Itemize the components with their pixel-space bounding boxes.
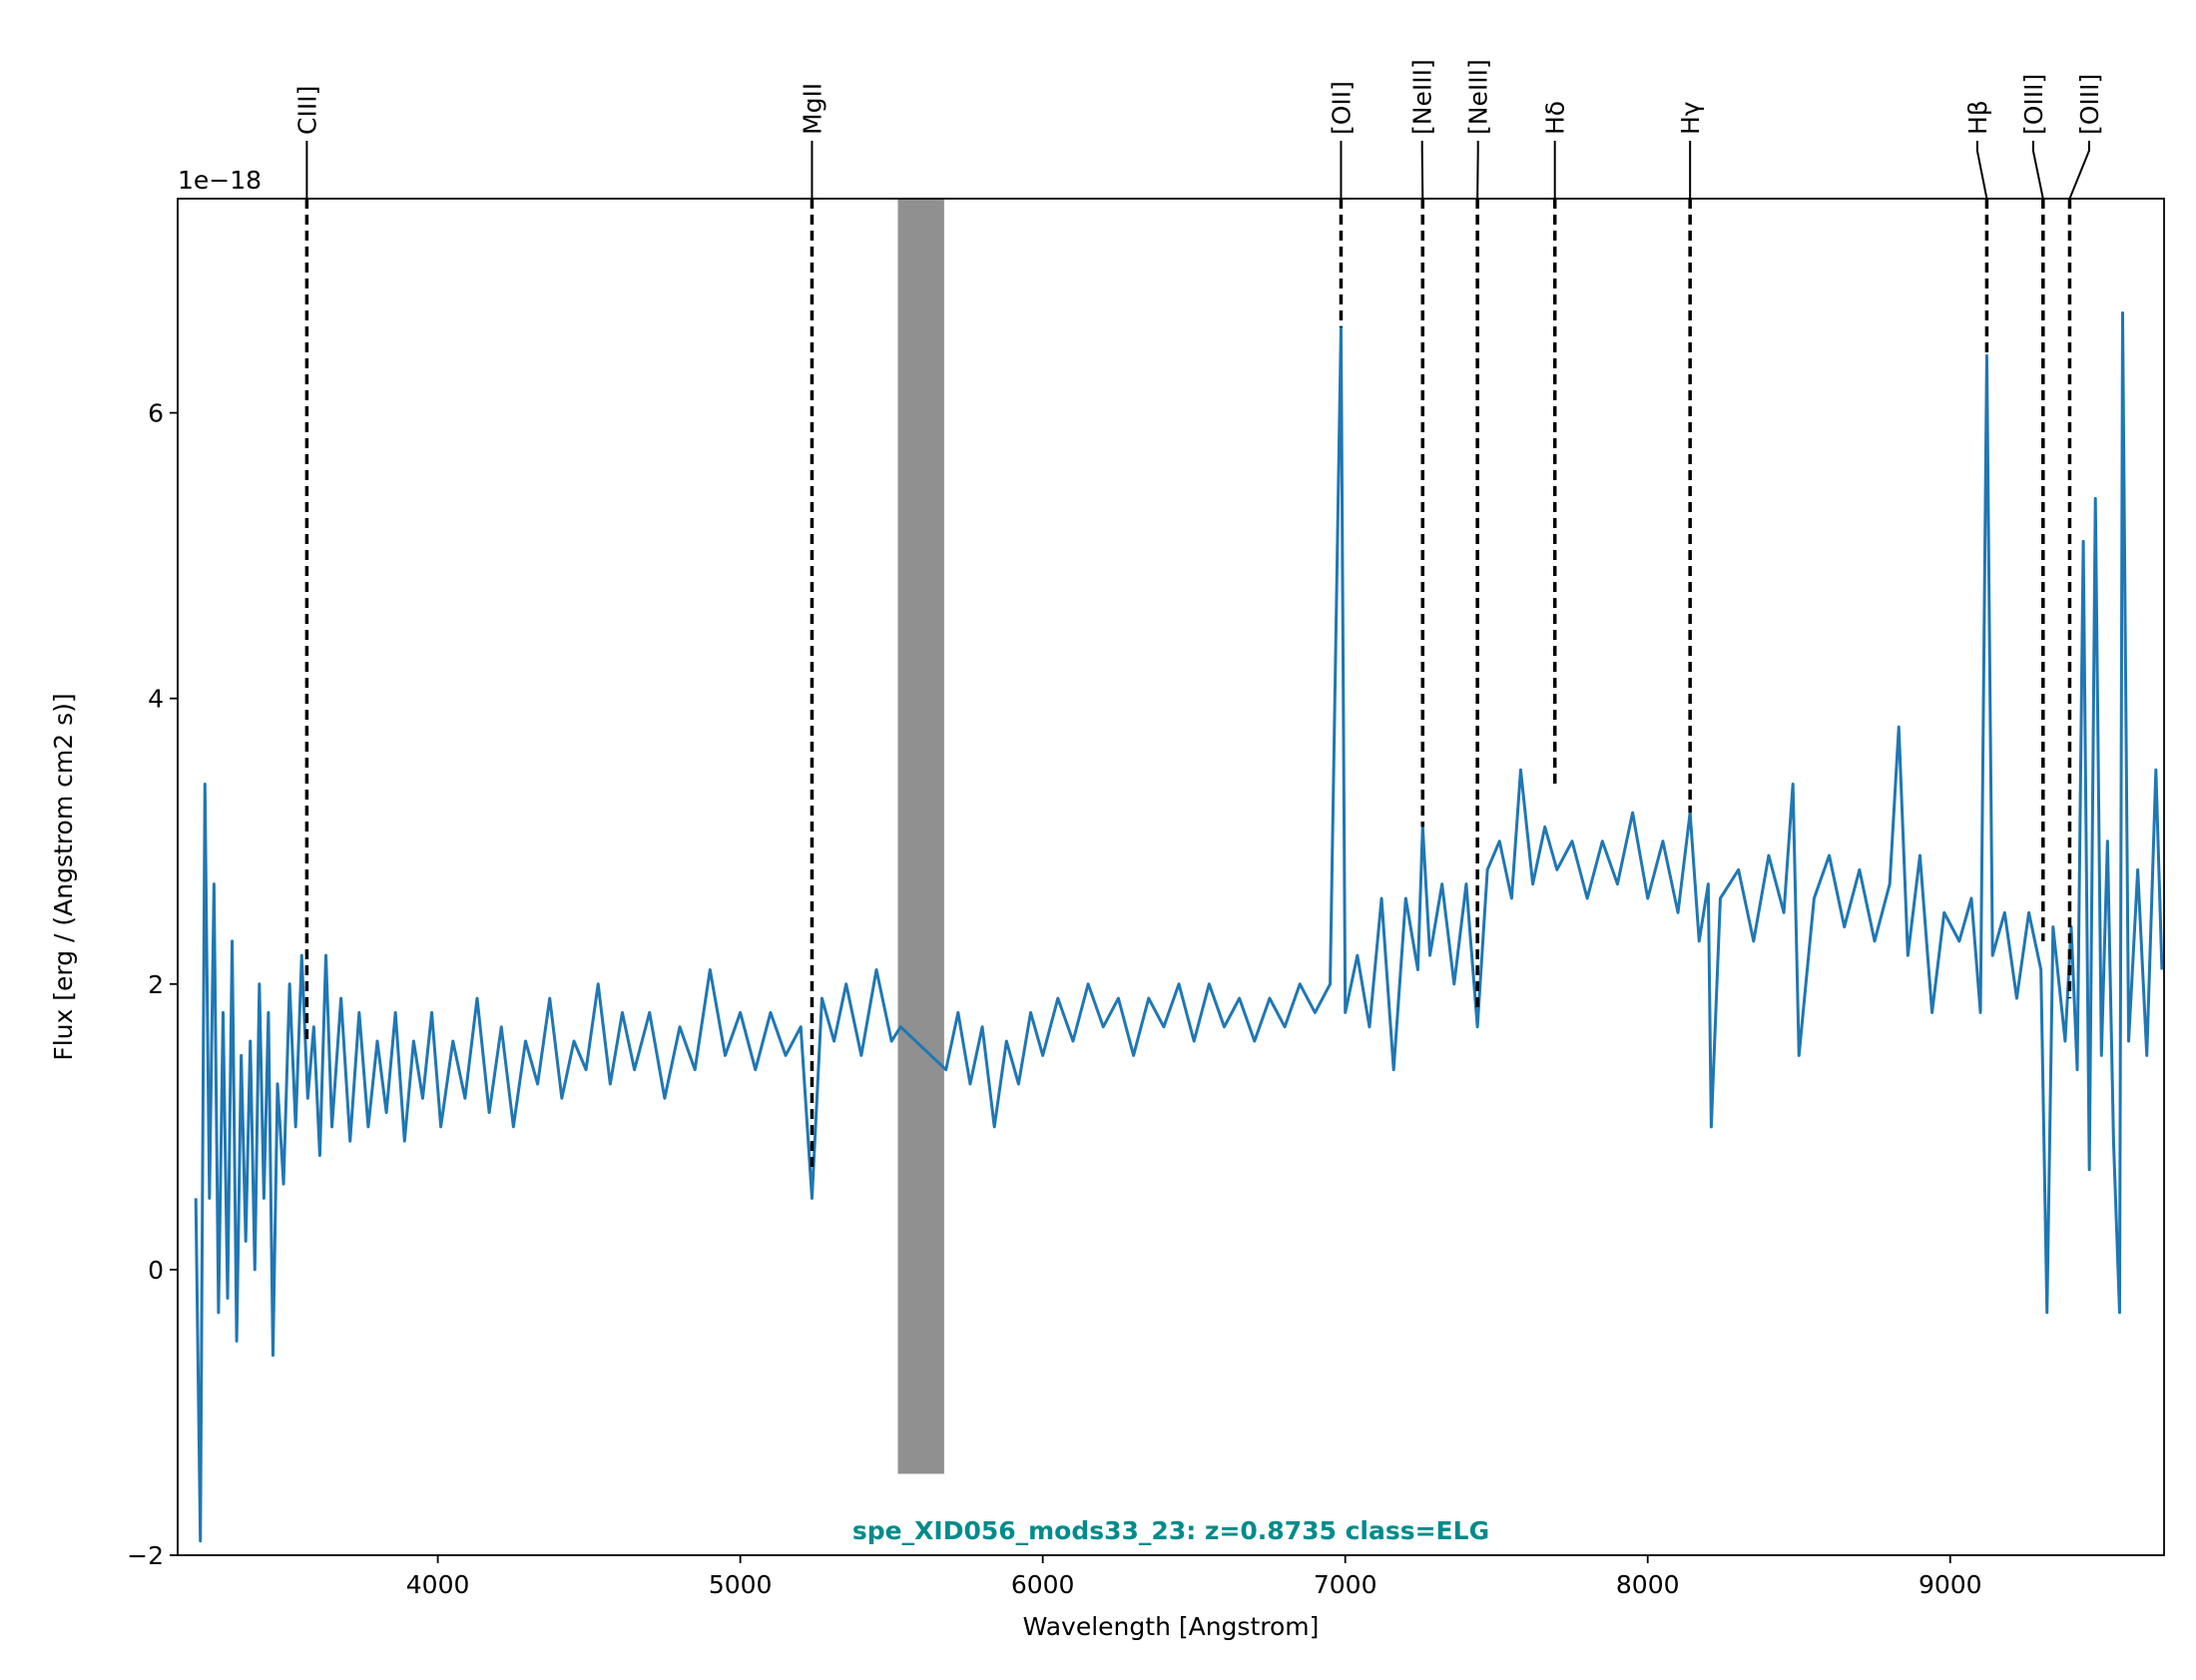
line-label: [OII] [1327, 81, 1356, 135]
x-tick-label: 7000 [1314, 1570, 1377, 1599]
x-tick-label: 8000 [1616, 1570, 1680, 1599]
masked-band [897, 199, 944, 1474]
line-label: [OIII] [2019, 74, 2048, 135]
y-tick-label: 4 [148, 685, 164, 714]
y-offset-label: 1e−18 [178, 166, 262, 195]
line-label: [OIII] [2075, 74, 2104, 135]
line-label: Hγ [1676, 101, 1705, 135]
x-tick-label: 4000 [406, 1570, 470, 1599]
line-label: MgII [798, 83, 826, 135]
line-label: [NeIII] [1408, 59, 1437, 135]
y-tick-label: 6 [148, 399, 164, 428]
chart-title: spe_XID056_mods33_23: z=0.8735 class=ELG [852, 1516, 1489, 1545]
y-tick-label: −2 [127, 1541, 164, 1570]
x-tick-label: 5000 [709, 1570, 773, 1599]
y-tick-label: 0 [148, 1256, 164, 1285]
x-tick-label: 6000 [1011, 1570, 1075, 1599]
spectrum-line [194, 310, 2164, 1543]
plot-frame [177, 198, 2165, 1556]
leader-line [2068, 141, 2090, 200]
y-tick-label: 2 [148, 970, 164, 999]
line-label: [NeIII] [1464, 59, 1493, 135]
line-label: Hβ [1963, 100, 1992, 135]
leader-line [1476, 141, 1479, 200]
leader-line [1420, 141, 1424, 200]
leader-line [2031, 141, 2044, 200]
x-axis-label: Wavelength [Angstrom] [1023, 1612, 1320, 1641]
x-tick-label: 9000 [1919, 1570, 1982, 1599]
y-axis-label: Flux [erg / (Angstrom cm2 s)] [49, 693, 78, 1060]
line-label: CIII] [292, 86, 321, 135]
line-label: Hδ [1541, 101, 1570, 135]
leader-line [1975, 141, 1988, 200]
